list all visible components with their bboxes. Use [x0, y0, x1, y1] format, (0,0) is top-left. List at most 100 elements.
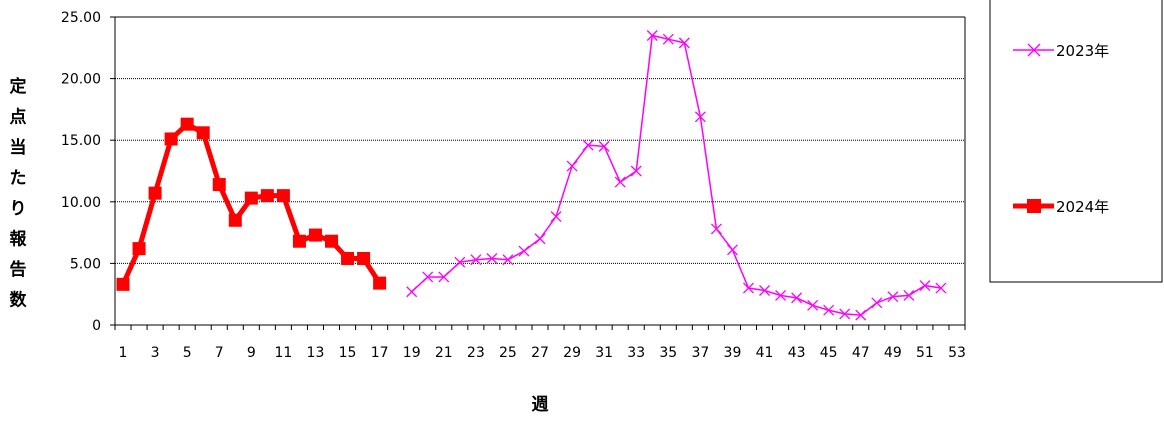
data-point: [807, 299, 819, 311]
data-point: [630, 165, 642, 177]
data-point: [534, 233, 546, 245]
x-marker-stroke-b: [694, 111, 706, 123]
data-point: [775, 289, 787, 301]
y-axis-title-char: 数: [10, 290, 28, 311]
series-layer: [116, 30, 947, 321]
y-tick-label: 0: [92, 318, 101, 334]
y-axis-title-char: 当: [10, 137, 27, 158]
data-point: [518, 245, 530, 257]
data-point: [903, 289, 915, 301]
y-tick-labels: 0 5.00 10.00 15.00 20.00 25.00: [61, 10, 101, 334]
x-marker-stroke-b: [614, 176, 626, 188]
x-marker-stroke-b: [726, 244, 738, 256]
x-tick-label: 17: [371, 345, 389, 361]
x-marker-stroke-b: [534, 233, 546, 245]
x-marker-stroke-b: [486, 253, 498, 264]
series-line: [411, 34, 942, 316]
data-point: [116, 277, 130, 291]
y-axis-title-char: 告: [10, 259, 27, 280]
data-point: [212, 178, 226, 192]
legend-item-0: 2023年: [1013, 42, 1109, 60]
x-tick-label: 15: [339, 345, 357, 361]
data-point: [180, 117, 194, 131]
data-point: [422, 271, 434, 283]
legend-marker: [1027, 199, 1041, 213]
x-tick-label: 3: [151, 345, 160, 361]
data-point: [325, 234, 339, 248]
data-point: [357, 251, 371, 265]
plot-area: [115, 17, 965, 325]
x-marker-stroke-b: [791, 292, 803, 304]
x-marker-stroke-b: [454, 256, 466, 268]
legend: 2023年 2024年: [1013, 42, 1109, 216]
x-tick-label: 11: [274, 345, 292, 361]
data-point: [406, 286, 418, 298]
x-tick-label: 49: [884, 345, 902, 361]
x-marker-stroke-b: [598, 140, 610, 152]
x-marker-stroke-b: [422, 271, 434, 283]
data-point: [646, 30, 658, 41]
x-marker-stroke-b: [1027, 43, 1041, 57]
x-marker-stroke-b: [678, 37, 690, 49]
x-tick-label: 33: [627, 345, 645, 361]
data-point: [791, 292, 803, 304]
legend-box: [989, 0, 1163, 283]
data-point: [935, 282, 947, 294]
data-point: [486, 253, 498, 264]
data-point: [550, 211, 562, 223]
x-marker-stroke-b: [438, 271, 450, 283]
y-tick-label: 20.00: [61, 72, 101, 88]
y-tick-label: 5.00: [70, 256, 101, 272]
data-point: [598, 140, 610, 152]
x-tick-label: 43: [788, 345, 806, 361]
data-point: [566, 160, 578, 172]
x-marker-stroke-b: [935, 282, 947, 294]
x-marker-stroke-b: [903, 289, 915, 301]
data-point: [743, 282, 754, 294]
data-point: [839, 308, 851, 320]
x-tick-label: 31: [595, 345, 613, 361]
x-marker-stroke-b: [582, 139, 594, 151]
data-point: [292, 234, 306, 248]
x-tick-label: 9: [247, 345, 256, 361]
x-tick-label: 25: [499, 345, 517, 361]
x-marker-stroke-b: [759, 285, 770, 296]
x-tick-label: 35: [659, 345, 677, 361]
x-tick-label: 47: [852, 345, 870, 361]
data-point: [871, 297, 883, 309]
data-point: [710, 223, 722, 235]
x-axis-title: 週: [532, 395, 549, 415]
data-point: [662, 33, 674, 45]
data-point: [678, 37, 690, 49]
x-tick-label: 5: [183, 345, 192, 361]
data-point: [614, 176, 626, 188]
series-1: [116, 117, 387, 291]
x-tick-label: 1: [119, 345, 128, 361]
y-axis-title-char: 定: [10, 76, 27, 97]
x-marker-stroke-b: [518, 245, 530, 257]
data-point: [454, 256, 466, 268]
y-tick-label: 10.00: [61, 195, 101, 211]
x-marker-stroke-b: [502, 254, 514, 266]
x-marker-stroke-b: [630, 165, 642, 177]
x-marker-stroke-b: [550, 211, 562, 223]
data-point: [308, 228, 322, 242]
data-point: [148, 186, 162, 200]
y-axis-title-char: 点: [10, 107, 27, 128]
data-point: [373, 276, 387, 290]
x-tick-label: 45: [820, 345, 838, 361]
data-point: [919, 280, 931, 292]
legend-marker: [1027, 43, 1041, 57]
data-point: [470, 254, 482, 266]
x-marker-stroke-b: [470, 254, 482, 266]
legend-label: 2024年: [1056, 198, 1109, 216]
axes: [110, 16, 966, 330]
data-point: [228, 213, 242, 227]
x-tick-label: 7: [215, 345, 224, 361]
y-axis-title-char: 報: [10, 229, 28, 250]
x-marker-stroke-b: [887, 291, 899, 303]
x-marker-stroke-b: [566, 160, 578, 172]
x-marker-stroke-b: [871, 297, 883, 309]
